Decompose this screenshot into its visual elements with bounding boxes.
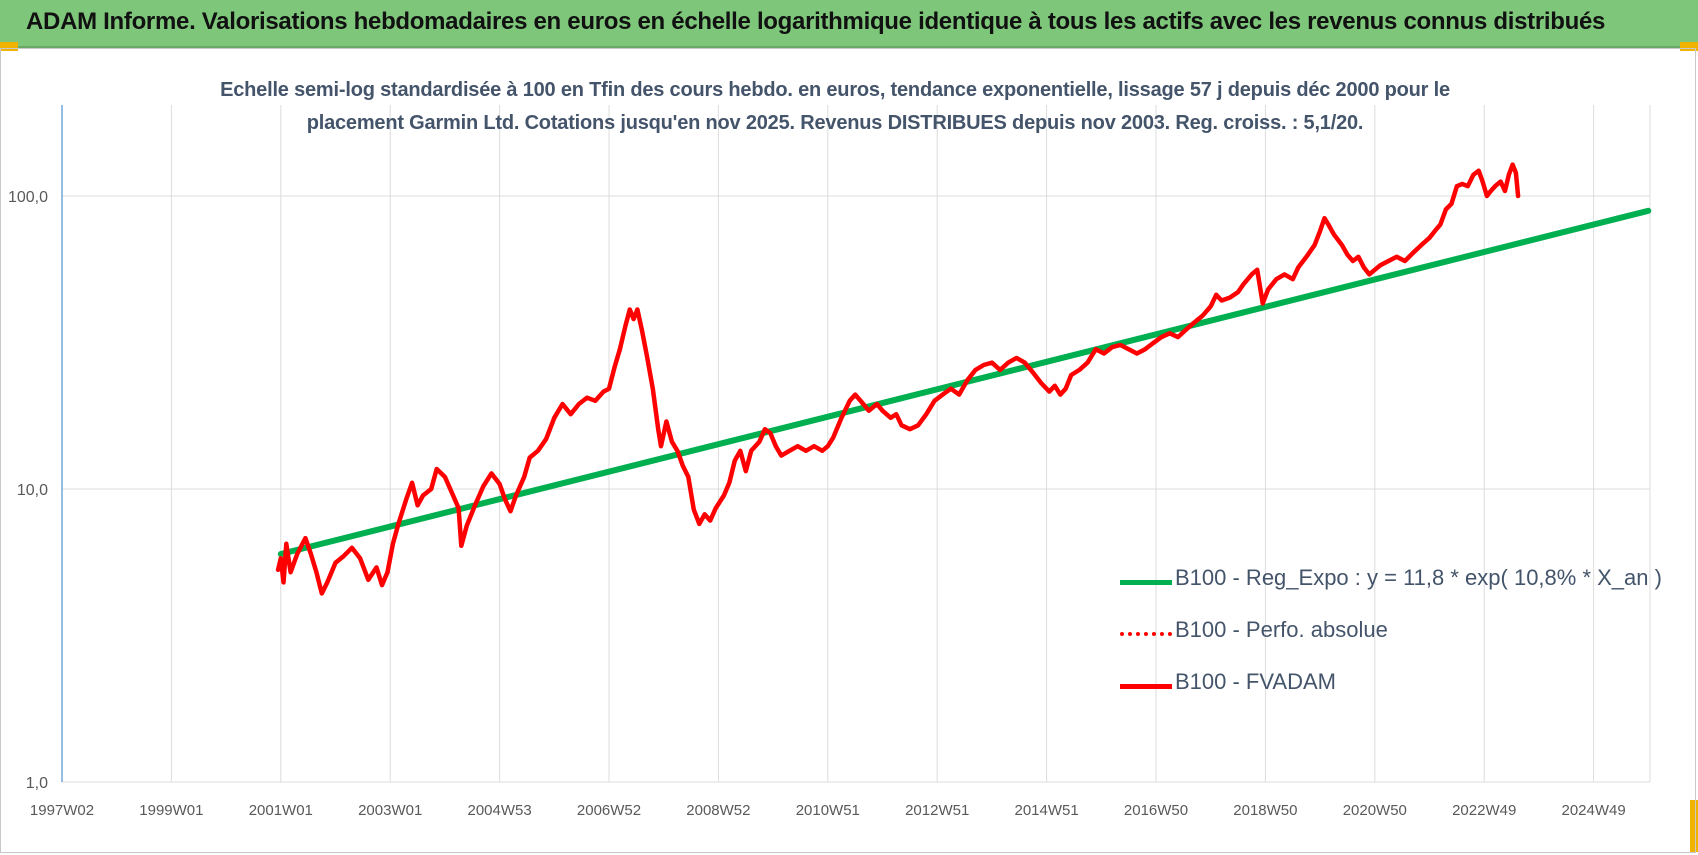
legend-swatch-fvadam [1120,684,1172,689]
corner-marker-top-right [1680,42,1698,51]
x-tick-label: 1997W02 [30,802,94,819]
fvadam-series-line [275,162,1521,596]
y-tick-label: 100,0 [8,189,48,206]
chart-frame [0,48,1696,853]
corner-marker-top-left [0,42,18,51]
x-tick-label: 2006W52 [577,802,641,819]
report-header-banner: ADAM Informe. Valorisations hebdomadaire… [0,0,1698,48]
chart-title: Echelle semi-log standardisée à 100 en T… [200,74,1470,140]
x-tick-label: 2020W50 [1343,802,1407,819]
report-title: ADAM Informe. Valorisations hebdomadaire… [26,8,1606,35]
y-tick-label: 1,0 [26,775,48,792]
legend-swatch-perfo-absolue [1120,632,1172,636]
x-tick-label: 2008W52 [686,802,750,819]
chart-title-line-2: placement Garmin Ltd. Cotations jusqu'en… [306,112,1364,134]
x-tick-label: 2004W53 [467,802,531,819]
chart-title-line-1: Echelle semi-log standardisée à 100 en T… [220,79,1450,101]
legend-label-regression: B100 - Reg_Expo : y = 11,8 * exp( 10,8% … [1175,565,1662,590]
corner-marker-bottom-right [1690,800,1698,852]
legend-label-fvadam: B100 - FVADAM [1175,669,1336,694]
x-tick-label: 2010W51 [796,802,860,819]
legend-label-perfo-absolue: B100 - Perfo. absolue [1175,617,1388,642]
x-tick-label: 2022W49 [1452,802,1516,819]
x-tick-label: 2018W50 [1233,802,1297,819]
x-tick-label: 2014W51 [1014,802,1078,819]
x-tick-label: 2001W01 [249,802,313,819]
legend-swatch-regression [1120,580,1172,585]
x-tick-label: 2012W51 [905,802,969,819]
x-tick-label: 1999W01 [139,802,203,819]
x-tick-label: 2024W49 [1561,802,1625,819]
x-tick-label: 2003W01 [358,802,422,819]
y-tick-label: 10,0 [17,482,48,499]
x-tick-label: 2016W50 [1124,802,1188,819]
